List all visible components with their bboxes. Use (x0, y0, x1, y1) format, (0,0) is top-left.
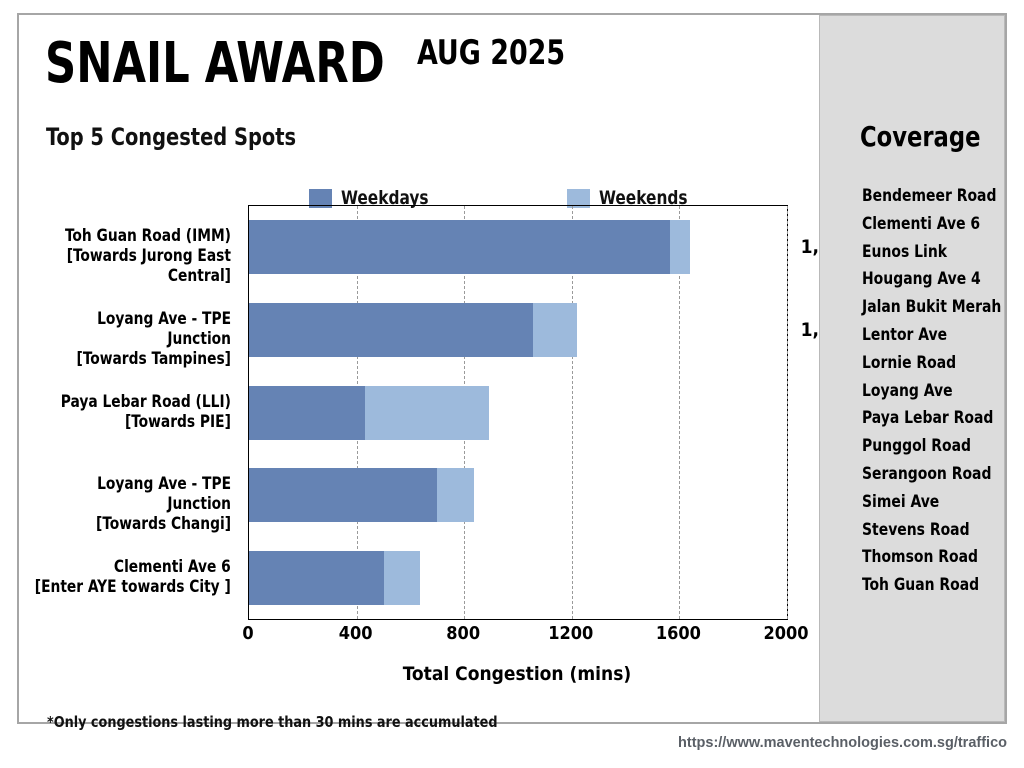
coverage-item: Stevens Road (862, 519, 970, 539)
header-row: SNAIL AWARD (45, 33, 765, 103)
plot-inner: 1,638.97 1,219.46 890.92 837.98 637.00 (249, 206, 885, 619)
legend-label-weekends: Weekends (599, 187, 688, 209)
legend-swatch-weekdays (309, 188, 332, 208)
coverage-item: Serangoon Road (862, 463, 992, 483)
bar-segment-weekends[interactable] (669, 220, 690, 275)
coverage-item: Thomson Road (862, 547, 979, 567)
coverage-item: Loyang Ave (862, 380, 953, 400)
category-label-line: Loyang Ave - TPE Junction (97, 308, 231, 348)
gridline (571, 206, 573, 619)
coverage-item: Toh Guan Road (862, 575, 980, 595)
coverage-item: Paya Lebar Road (862, 408, 994, 428)
coverage-item: Simei Ave (862, 491, 940, 511)
chart-footnote: *Only congestions lasting more than 30 m… (47, 713, 498, 731)
bar-segment-weekdays[interactable] (249, 550, 385, 605)
bar-row[interactable]: 637.00 (249, 550, 885, 605)
category-label: Loyang Ave - TPE Junction [Towards Changi… (34, 474, 231, 534)
gridline (787, 206, 788, 619)
coverage-item: Lornie Road (862, 352, 957, 372)
category-label-line: Loyang Ave - TPE Junction (97, 474, 231, 514)
coverage-item: Eunos Link (862, 241, 948, 261)
category-label-line: Clementi Ave 6 (114, 556, 231, 576)
bar-segment-weekdays[interactable] (249, 302, 533, 357)
value-axis-ticks: 0 400 800 1200 1600 2000 (242, 623, 808, 649)
bar-segment-weekdays[interactable] (249, 468, 438, 523)
chart-subtitle: Top 5 Congested Spots (46, 123, 297, 151)
bar-segment-weekends[interactable] (437, 468, 475, 523)
bar-row[interactable]: 837.98 (249, 468, 885, 523)
plot-area: 1,638.97 1,219.46 890.92 837.98 637.00 (248, 205, 885, 620)
category-label: Clementi Ave 6 [Enter AYE towards City ] (35, 557, 231, 597)
footer-url[interactable]: https://www.maventechnologies.com.sg/tra… (678, 735, 1007, 751)
gridline (679, 206, 681, 619)
value-axis-title: Total Congestion (mins) (402, 663, 632, 685)
value-axis-tick: 2000 (763, 623, 809, 644)
category-label-line: Toh Guan Road (IMM) (65, 226, 231, 246)
coverage-item: Lentor Ave (862, 324, 948, 344)
category-label-line: [Towards PIE] (125, 411, 231, 431)
bar-segment-weekdays[interactable] (249, 385, 366, 440)
legend-swatch-weekends (567, 188, 590, 208)
category-label-line: [Towards Tampines] (76, 348, 231, 368)
value-axis-tick: 800 (446, 623, 481, 644)
coverage-item: Jalan Bukit Merah (862, 297, 1002, 317)
bar-row[interactable]: 1,219.46 (249, 302, 885, 357)
category-label-line: [Towards Jurong East Central] (66, 246, 231, 286)
coverage-list: Bendemeer Road Clementi Ave 6 Eunos Link Ho… (862, 182, 1002, 599)
bar-segment-weekends[interactable] (384, 550, 421, 605)
coverage-item: Hougang Ave 4 (862, 269, 981, 289)
bar-segment-weekdays[interactable] (249, 220, 670, 275)
bar-row[interactable]: 890.92 (249, 385, 885, 440)
coverage-panel: Coverage Bendemeer Road Clementi Ave 6 Eun… (819, 15, 1005, 722)
category-label: Paya Lebar Road (LLI) [Towards PIE] (61, 392, 231, 432)
category-label-line: Paya Lebar Road (LLI) (60, 391, 231, 411)
chart-panel: SNAIL AWARD AUG 2025 Top 5 Congested Spo… (19, 15, 885, 731)
category-label: Loyang Ave - TPE Junction [Towards Tampin… (34, 309, 231, 369)
bar-segment-weekends[interactable] (365, 385, 489, 440)
page-title: SNAIL AWARD (45, 31, 385, 96)
bar-row[interactable]: 1,638.97 (249, 220, 885, 275)
bar-segment-weekends[interactable] (532, 302, 578, 357)
category-axis-labels: Toh Guan Road (IMM) [Towards Jurong East … (19, 205, 248, 618)
value-axis-tick: 0 (242, 623, 254, 644)
coverage-item: Punggol Road (862, 436, 972, 456)
coverage-title: Coverage (860, 120, 981, 153)
legend-item-weekends: Weekends (567, 187, 697, 209)
poster-frame: SNAIL AWARD AUG 2025 Top 5 Congested Spo… (17, 13, 1007, 731)
value-axis-tick: 1600 (655, 623, 701, 644)
report-period: AUG 2025 (417, 33, 566, 73)
legend-item-weekdays: Weekdays (309, 187, 438, 209)
value-axis-tick: 400 (338, 623, 373, 644)
category-label: Toh Guan Road (IMM) [Towards Jurong East … (34, 226, 231, 286)
legend-label-weekdays: Weekdays (341, 187, 429, 209)
coverage-item: Clementi Ave 6 (862, 213, 981, 233)
category-label-line: [Enter AYE towards City ] (34, 576, 231, 596)
coverage-item: Bendemeer Road (862, 186, 997, 205)
category-label-line: [Towards Changi] (96, 514, 231, 534)
value-axis-tick: 1200 (548, 623, 594, 644)
